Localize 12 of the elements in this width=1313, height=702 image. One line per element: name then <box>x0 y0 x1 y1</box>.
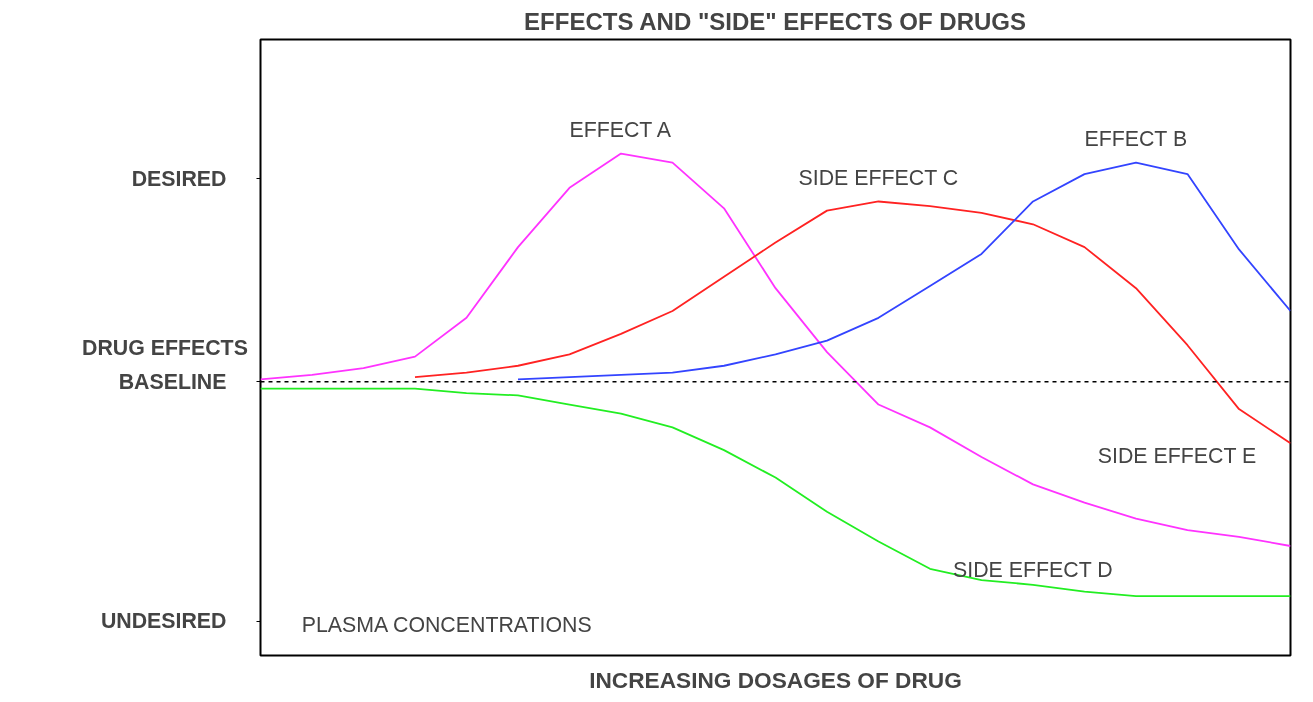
chart-title: EFFECTS AND "SIDE" EFFECTS OF DRUGS <box>524 7 1026 35</box>
series-label: EFFECT A <box>569 118 672 143</box>
series-label: EFFECT B <box>1084 127 1188 152</box>
text: UNDESIRED <box>100 609 227 634</box>
text: DESIRED <box>131 166 227 191</box>
series-label: SIDE EFFECT C <box>798 166 959 191</box>
y-axis-title: DRUG EFFECTS <box>82 335 248 360</box>
text: PLASMA CONCENTRATIONS <box>301 613 592 638</box>
annotation: SIDE EFFECT E <box>1097 444 1257 469</box>
ref-line-label: BASELINE <box>118 369 227 394</box>
series-label: SIDE EFFECT D <box>953 558 1113 583</box>
x-axis-title: INCREASING DOSAGES OF DRUG <box>589 666 962 693</box>
